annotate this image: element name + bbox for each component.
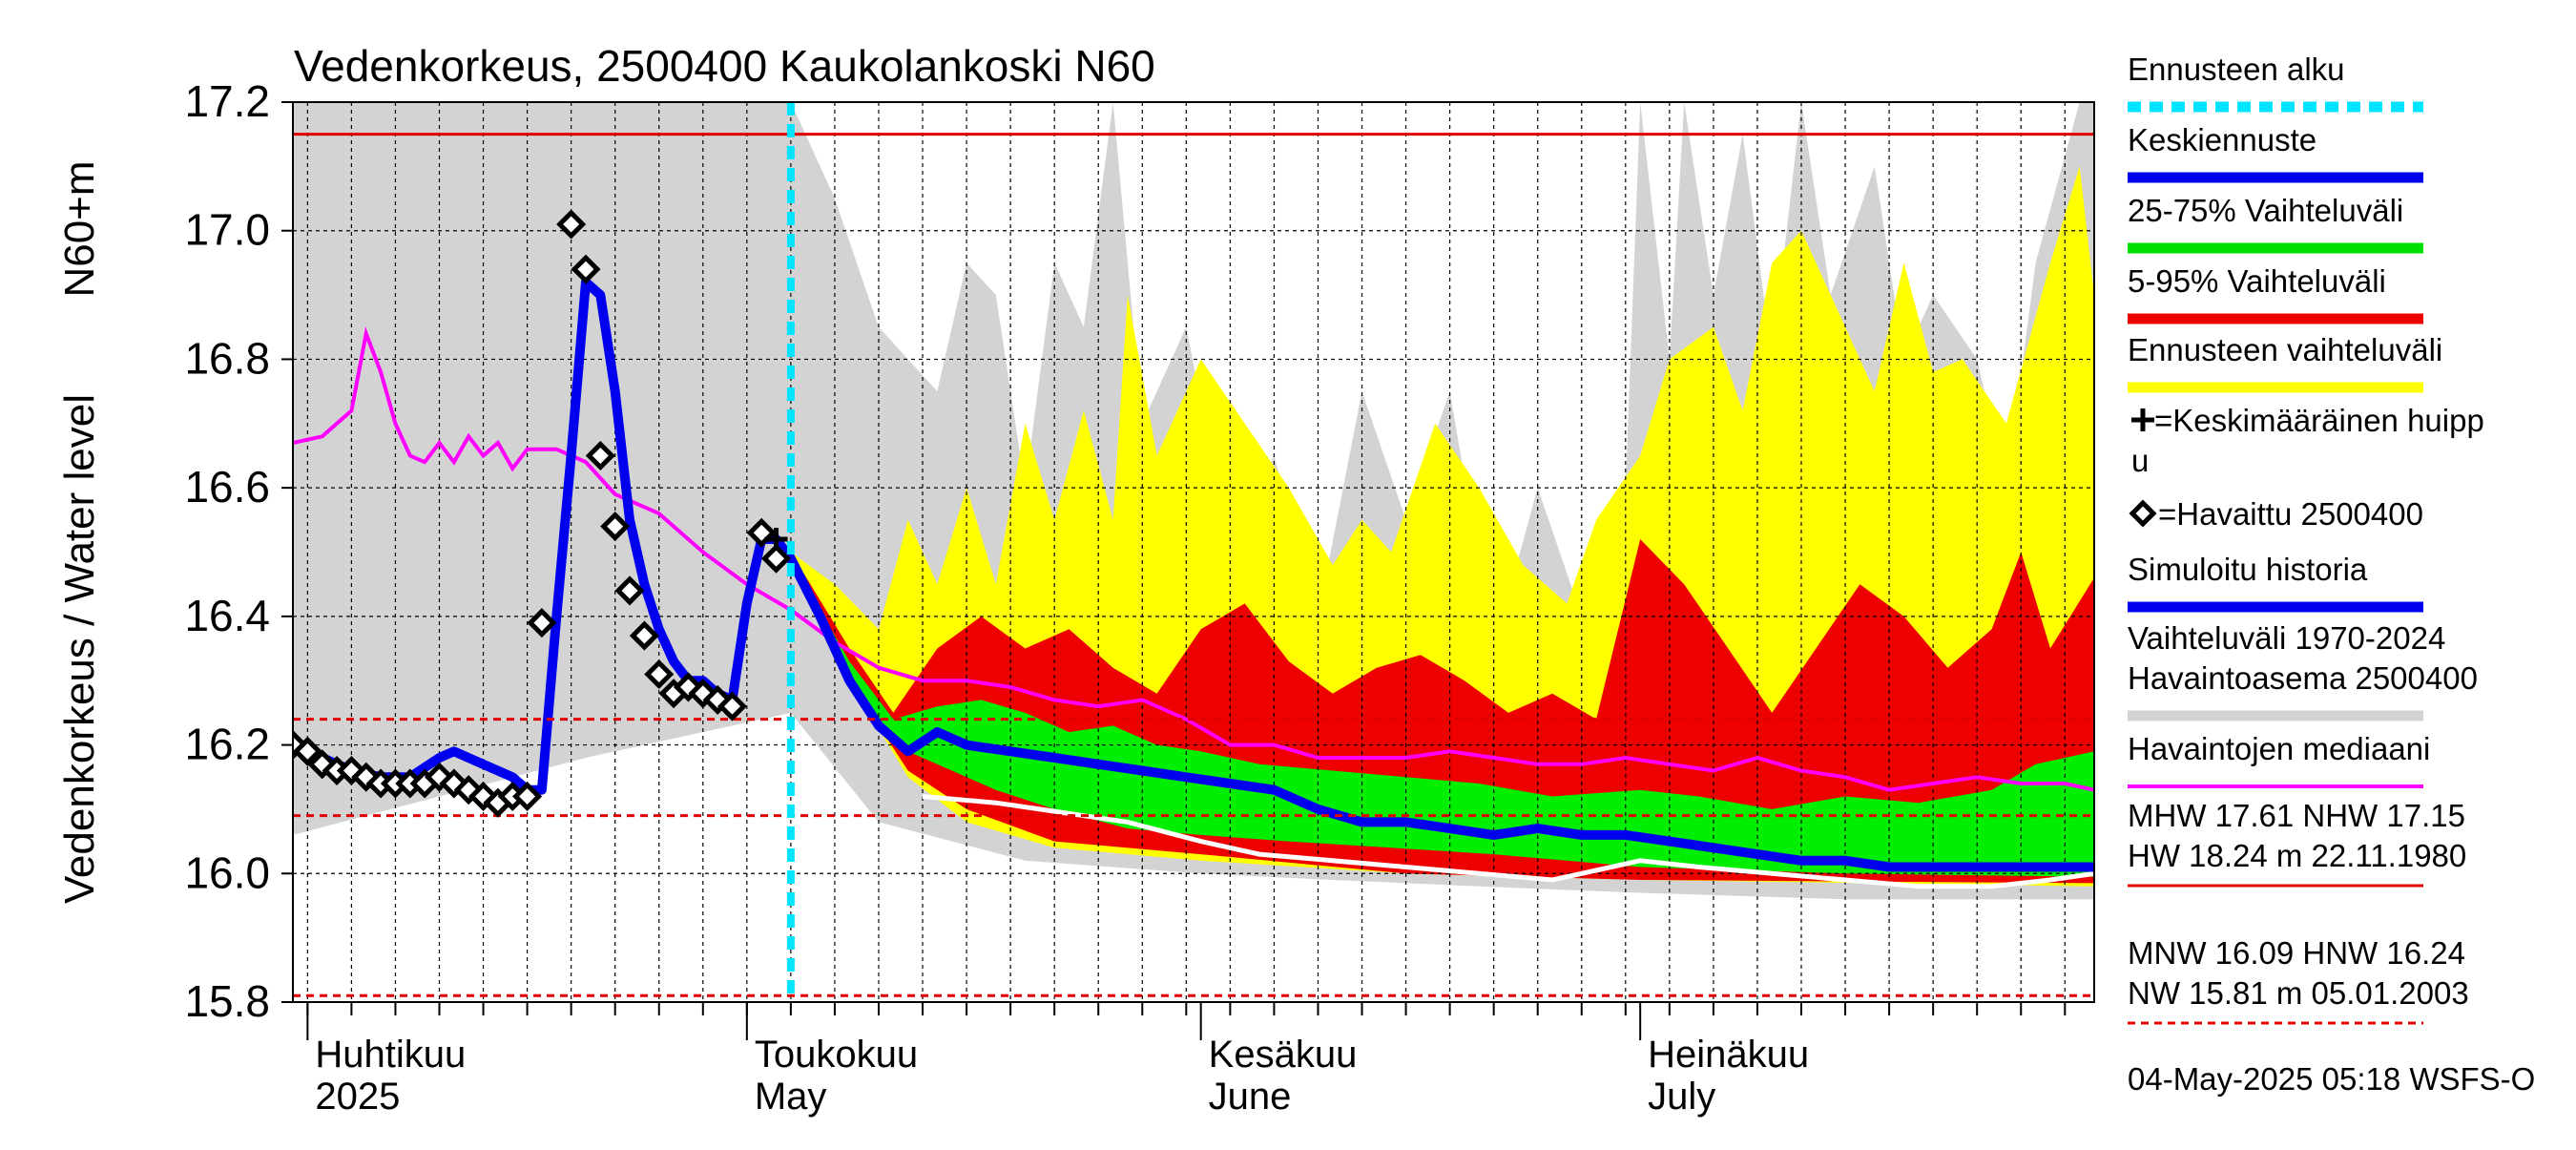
month-label-secondary: June: [1209, 1076, 1292, 1118]
y-tick-label: 16.4: [184, 591, 270, 640]
stats-line: HW 18.24 m 22.11.1980: [2128, 838, 2466, 873]
observed-point: [644, 659, 675, 690]
y-tick-label: 16.8: [184, 333, 270, 383]
observed-point: [761, 543, 792, 574]
chart-title: Vedenkorkeus, 2500400 Kaukolankoski N60: [294, 41, 1155, 91]
month-label: Heinäkuu: [1648, 1034, 1809, 1076]
range-25-75-band: [790, 558, 2094, 877]
legend-label: Simuloitu historia: [2128, 552, 2368, 587]
legend-label: 25-75% Vaihteluväli: [2128, 193, 2403, 228]
legend-label: Ennusteen alku: [2128, 52, 2345, 87]
observed-point: [468, 781, 499, 811]
stats-line: NW 15.81 m 05.01.2003: [2128, 975, 2469, 1011]
observed-point: [629, 620, 659, 651]
month-label-secondary: July: [1648, 1076, 1715, 1118]
legend-label: Ennusteen vaihteluväli: [2128, 332, 2442, 367]
legend-label: Keskiennuste: [2128, 122, 2316, 157]
legend: Ennusteen alku Keskiennuste 25-75% Vaihtel…: [2128, 52, 2484, 1025]
observed-point: [717, 691, 748, 721]
observed-point: [585, 440, 615, 470]
legend-label: Vaihteluväli 1970-2024: [2128, 620, 2445, 656]
y-tick-label: 15.8: [184, 976, 270, 1026]
legend-label: Havaintojen mediaani: [2128, 731, 2430, 766]
legend-label: 5-95% Vaihteluväli: [2128, 263, 2386, 299]
stats-line: MNW 16.09 HNW 16.24: [2128, 935, 2465, 971]
y-tick-label: 16.6: [184, 462, 270, 512]
plot-area: [293, 102, 2094, 1002]
observed-point: [527, 608, 557, 638]
month-label-secondary: 2025: [315, 1076, 400, 1118]
y-tick-label: 17.2: [184, 76, 270, 126]
legend-label: =Havaittu 2500400: [2158, 496, 2423, 532]
legend-label-cont: u: [2131, 443, 2149, 478]
stats-line: MHW 17.61 NHW 17.15: [2128, 798, 2465, 833]
legend-diamond-icon: [2129, 499, 2157, 528]
y-axis-label: Vedenkorkeus / Water level: [56, 394, 103, 904]
month-label: Kesäkuu: [1209, 1034, 1358, 1076]
observed-point: [512, 781, 543, 811]
footer-timestamp: 04-May-2025 05:18 WSFS-O: [2128, 1061, 2535, 1097]
plot-frame: [292, 101, 2095, 1003]
month-label-secondary: May: [755, 1076, 827, 1118]
observed-point: [556, 209, 587, 240]
axes: 15.8 16.0 16.2 16.4 16.6 16.8 17.0 17.2 Huhtikuu…: [184, 76, 2095, 1118]
median-observations-line: [293, 326, 2094, 792]
observed-point: [293, 736, 322, 766]
plot-content: [293, 102, 2094, 1002]
y-tick-label: 17.0: [184, 205, 270, 255]
legend-label: =Keskimääräinen huipp: [2154, 403, 2484, 438]
observed-point: [614, 575, 645, 606]
y-tick-label: 16.0: [184, 847, 270, 897]
month-label: Toukokuu: [755, 1034, 918, 1076]
y-axis-unit-label: N60+m: [56, 160, 103, 297]
month-label: Huhtikuu: [315, 1034, 466, 1076]
observed-point: [571, 254, 601, 284]
legend-label-cont: Havaintoasema 2500400: [2128, 660, 2478, 696]
observed-point: [600, 512, 631, 542]
y-tick-label: 16.2: [184, 720, 270, 769]
simulated-history-line: [293, 277, 2094, 872]
